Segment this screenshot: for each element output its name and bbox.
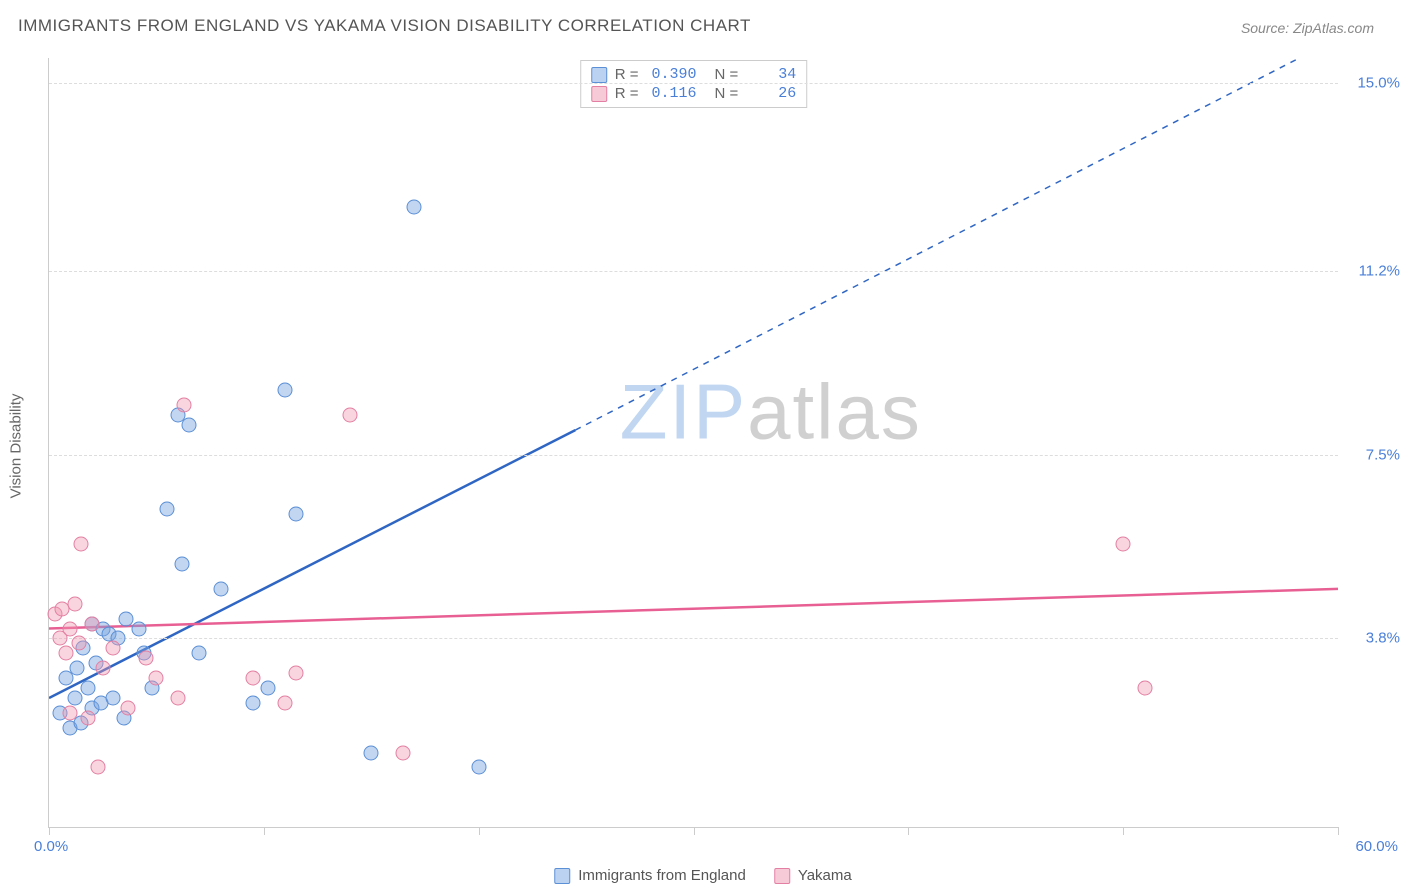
data-point [80, 710, 95, 725]
data-point [84, 616, 99, 631]
data-point [74, 537, 89, 552]
data-point [213, 581, 228, 596]
data-point [342, 408, 357, 423]
data-point [106, 641, 121, 656]
swatch-blue-icon [554, 868, 570, 884]
data-point [160, 502, 175, 517]
data-point [278, 383, 293, 398]
data-point [67, 691, 82, 706]
data-point [192, 646, 207, 661]
x-tick [908, 827, 909, 835]
legend-row-yakama: R = 0.116 N = 26 [591, 84, 797, 103]
data-point [396, 745, 411, 760]
x-tick [1338, 827, 1339, 835]
data-point [95, 661, 110, 676]
legend-row-england: R = 0.390 N = 34 [591, 65, 797, 84]
r-label: R = [615, 66, 639, 83]
data-point [119, 611, 134, 626]
data-point [69, 661, 84, 676]
n-label: N = [715, 66, 739, 83]
source-name: ZipAtlas.com [1293, 20, 1374, 36]
data-point [132, 621, 147, 636]
source-prefix: Source: [1241, 20, 1293, 36]
n-value: 26 [746, 85, 796, 102]
legend-correlation-box: R = 0.390 N = 34 R = 0.116 N = 26 [580, 60, 808, 108]
legend-item-yakama: Yakama [774, 867, 852, 884]
n-label: N = [715, 85, 739, 102]
r-label: R = [615, 85, 639, 102]
legend-label: Yakama [798, 867, 852, 884]
chart-container: IMMIGRANTS FROM ENGLAND VS YAKAMA VISION… [0, 0, 1406, 892]
x-axis-min-label: 0.0% [34, 838, 68, 855]
data-point [106, 691, 121, 706]
data-point [170, 691, 185, 706]
data-point [63, 705, 78, 720]
legend-bottom: Immigrants from England Yakama [554, 867, 852, 884]
y-axis-label: Vision Disability [8, 394, 25, 499]
chart-title: IMMIGRANTS FROM ENGLAND VS YAKAMA VISION… [18, 16, 751, 36]
y-tick-label: 11.2% [1345, 263, 1400, 280]
y-tick-label: 15.0% [1345, 74, 1400, 91]
x-tick [479, 827, 480, 835]
data-point [1137, 681, 1152, 696]
plot-area: ZIPatlas R = 0.390 N = 34 R = 0.116 N = … [48, 58, 1338, 828]
data-point [289, 666, 304, 681]
data-point [67, 596, 82, 611]
data-point [1116, 537, 1131, 552]
x-tick [1123, 827, 1124, 835]
data-point [246, 671, 261, 686]
data-point [261, 681, 276, 696]
data-point [181, 418, 196, 433]
data-point [91, 760, 106, 775]
data-point [138, 651, 153, 666]
legend-label: Immigrants from England [578, 867, 746, 884]
regression-line-dashed [575, 58, 1338, 430]
data-point [59, 646, 74, 661]
grid-line [49, 271, 1338, 272]
watermark: ZIPatlas [620, 366, 922, 457]
n-value: 34 [746, 66, 796, 83]
data-point [121, 700, 136, 715]
data-point [407, 199, 422, 214]
swatch-pink-icon [774, 868, 790, 884]
watermark-zip: ZIP [620, 367, 747, 455]
data-point [149, 671, 164, 686]
swatch-blue-icon [591, 67, 607, 83]
data-point [63, 621, 78, 636]
x-tick [49, 827, 50, 835]
grid-line [49, 455, 1338, 456]
swatch-pink-icon [591, 86, 607, 102]
data-point [175, 557, 190, 572]
r-value: 0.116 [647, 85, 697, 102]
r-value: 0.390 [647, 66, 697, 83]
data-point [246, 695, 261, 710]
x-tick [264, 827, 265, 835]
data-point [289, 507, 304, 522]
data-point [364, 745, 379, 760]
regression-line-solid [49, 430, 575, 698]
grid-line [49, 638, 1338, 639]
data-point [471, 760, 486, 775]
legend-item-england: Immigrants from England [554, 867, 746, 884]
regression-line-solid [49, 589, 1338, 629]
data-point [177, 398, 192, 413]
y-tick-label: 7.5% [1345, 446, 1400, 463]
y-tick-label: 3.8% [1345, 630, 1400, 647]
regression-lines-svg [49, 58, 1338, 827]
grid-line [49, 83, 1338, 84]
x-axis-max-label: 60.0% [1355, 838, 1398, 855]
source-attribution: Source: ZipAtlas.com [1241, 20, 1374, 36]
watermark-atlas: atlas [747, 367, 922, 455]
data-point [278, 695, 293, 710]
data-point [72, 636, 87, 651]
data-point [80, 681, 95, 696]
x-tick [694, 827, 695, 835]
